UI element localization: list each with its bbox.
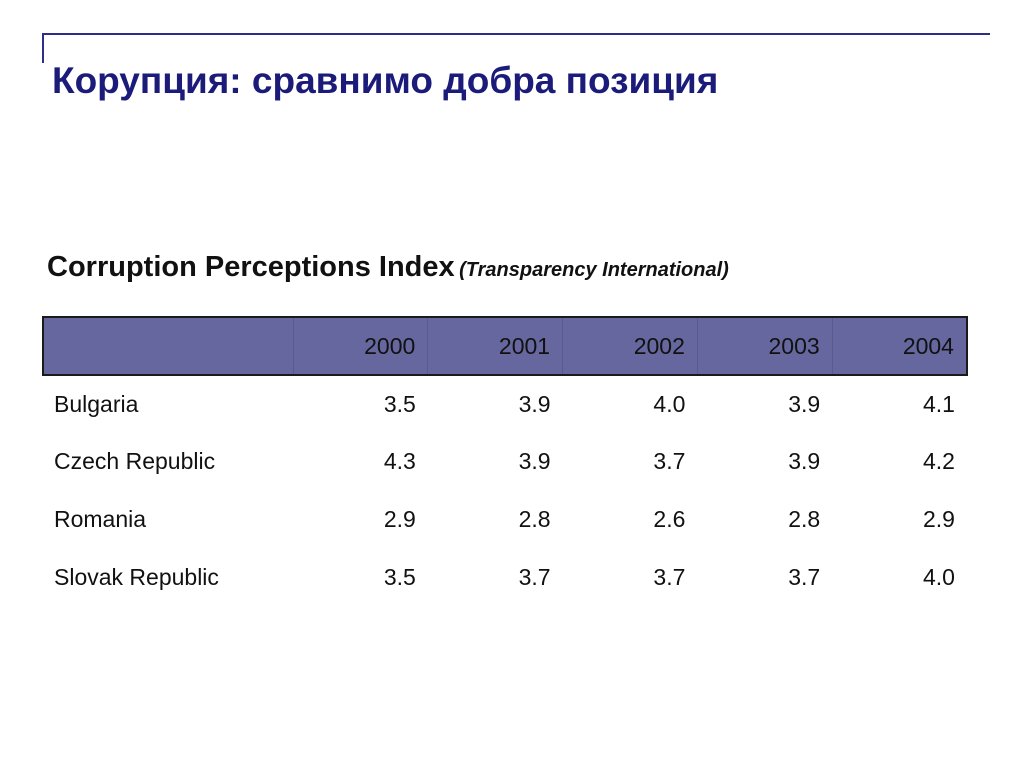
value-cell: 4.3 <box>383 447 416 474</box>
country-cell: Romania <box>54 505 147 532</box>
value-cell: 4.1 <box>923 391 955 417</box>
value-cell: 3.7 <box>788 563 821 590</box>
value-cell: 3.5 <box>383 563 416 590</box>
cpi-table: 2000 2001 2002 2003 2004 Bulgaria 3.5 3.… <box>42 316 968 605</box>
header-year: 2001 <box>427 316 563 376</box>
table-row: Bulgaria 3.5 3.9 4.0 3.9 4.1 <box>43 375 967 433</box>
header-year: 2002 <box>562 316 698 376</box>
value-cell: 2.6 <box>653 505 686 532</box>
country-cell: Slovak Republic <box>54 563 219 590</box>
value-cell: 4.0 <box>923 563 955 590</box>
title-accent-corner <box>42 33 44 63</box>
country-cell: Bulgaria <box>54 391 139 417</box>
value-cell: 3.7 <box>653 563 686 590</box>
value-cell: 3.9 <box>788 391 821 417</box>
value-cell: 3.9 <box>518 391 551 417</box>
value-cell: 4.2 <box>923 447 955 474</box>
value-cell: 2.9 <box>923 505 955 532</box>
header-year: 2004 <box>831 316 968 376</box>
value-cell: 2.9 <box>383 505 416 532</box>
table-caption: Corruption Perceptions Index (Transparen… <box>47 251 729 284</box>
value-cell: 3.7 <box>518 563 551 590</box>
table-caption-main: Corruption Perceptions Index <box>47 251 455 283</box>
header-year: 2000 <box>292 316 428 376</box>
table-header-row: 2000 2001 2002 2003 2004 <box>42 316 968 376</box>
table-row: Czech Republic 4.3 3.9 3.7 3.9 4.2 <box>43 433 967 489</box>
value-cell: 4.0 <box>653 391 686 417</box>
value-cell: 3.5 <box>383 391 416 417</box>
slide-title: Корупция: сравнимо добра позиция <box>52 60 719 101</box>
title-accent-line <box>42 33 990 35</box>
table-row: Romania 2.9 2.8 2.6 2.8 2.9 <box>43 489 967 549</box>
value-cell: 2.8 <box>518 505 551 532</box>
country-cell: Czech Republic <box>54 447 216 474</box>
value-cell: 3.9 <box>518 447 551 474</box>
value-cell: 3.9 <box>788 447 821 474</box>
table-row: Slovak Republic 3.5 3.7 3.7 3.7 4.0 <box>43 549 967 605</box>
header-year: 2003 <box>696 316 833 376</box>
value-cell: 2.8 <box>788 505 821 532</box>
value-cell: 3.7 <box>653 447 686 474</box>
header-corner-cell <box>42 316 293 376</box>
table-caption-source: (Transparency International) <box>459 259 729 281</box>
